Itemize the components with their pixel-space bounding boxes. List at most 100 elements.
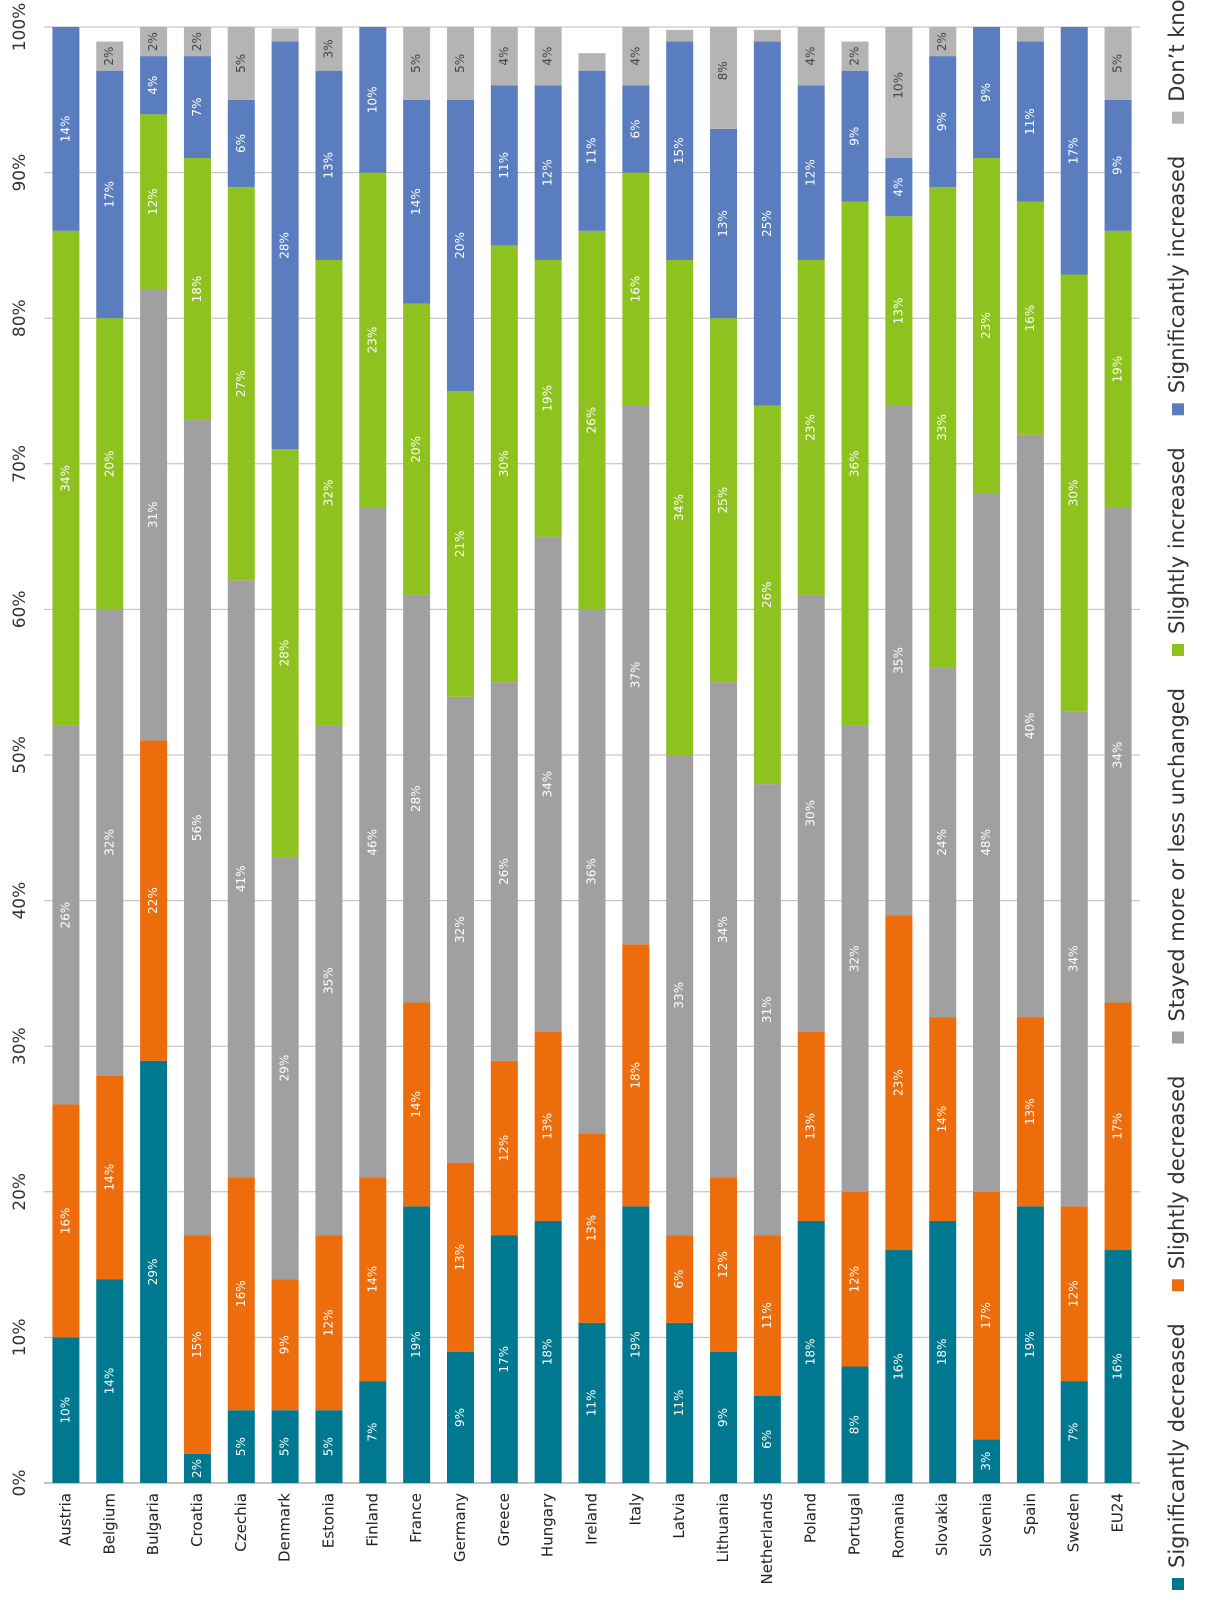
data-label: 17% xyxy=(497,1346,511,1373)
x-tick-label: Portugal xyxy=(846,1493,864,1555)
bar-segment xyxy=(1060,27,1088,275)
bar-segment xyxy=(753,29,781,42)
legend-label: Significantly decreased xyxy=(1165,1323,1189,1568)
bar-segment xyxy=(929,56,957,188)
bar-segment xyxy=(1016,1206,1044,1483)
data-label: 21% xyxy=(453,531,467,558)
bar-segment xyxy=(622,405,650,945)
y-tick-label: 100% xyxy=(10,3,30,52)
data-label: 40% xyxy=(1023,713,1037,740)
bar-segment xyxy=(710,682,738,1178)
data-label: 34% xyxy=(541,771,555,798)
bar-segment xyxy=(1016,201,1044,435)
bar-segment xyxy=(710,1177,738,1352)
data-label: 4% xyxy=(146,76,160,95)
legend-label: Slightly increased xyxy=(1165,447,1189,634)
bar-segment xyxy=(359,17,386,27)
data-label: 41% xyxy=(234,865,248,892)
data-label: 5% xyxy=(409,54,423,73)
data-label: 29% xyxy=(146,1259,160,1286)
bar-segment xyxy=(446,696,474,1163)
x-tick-label: Estonia xyxy=(319,1493,337,1548)
data-label: 2% xyxy=(190,1459,204,1478)
y-tick-label: 50% xyxy=(10,736,30,774)
x-tick-label: Latvia xyxy=(670,1493,688,1539)
bar-segment xyxy=(490,1060,518,1236)
bar-segment xyxy=(403,1206,431,1483)
data-label: 16% xyxy=(628,276,642,303)
bar-segment xyxy=(227,99,255,188)
data-label: 13% xyxy=(716,210,730,237)
bar-segment xyxy=(359,1177,387,1382)
data-label: 17% xyxy=(1067,137,1081,164)
bar-segment xyxy=(622,172,650,406)
data-label: 32% xyxy=(848,946,862,973)
x-tick-label: Bulgaria xyxy=(144,1493,162,1555)
bar-segment xyxy=(315,1235,343,1411)
bar-segment xyxy=(315,27,343,71)
x-tick-label: Czechia xyxy=(232,1493,250,1552)
bar-segment xyxy=(271,856,299,1280)
bar-segment xyxy=(973,158,1001,493)
data-label: 4% xyxy=(628,47,642,66)
bar-segment xyxy=(885,158,913,217)
data-label: 3% xyxy=(321,39,335,58)
data-label: 13% xyxy=(453,1244,467,1271)
data-label: 11% xyxy=(585,137,599,164)
bar-segment xyxy=(666,259,694,755)
data-label: 14% xyxy=(102,1164,116,1191)
data-label: 2% xyxy=(190,32,204,51)
bar-segment xyxy=(973,27,1001,159)
bar-segment xyxy=(403,99,431,304)
legend-swatch xyxy=(1172,1279,1184,1292)
bar-segment xyxy=(534,27,562,86)
data-label: 11% xyxy=(497,152,511,179)
data-label: 12% xyxy=(146,188,160,215)
data-label: 6% xyxy=(628,119,642,138)
x-tick-label: Belgium xyxy=(100,1493,118,1555)
data-label: 5% xyxy=(234,1437,248,1456)
data-label: 18% xyxy=(628,1062,642,1089)
data-label: 9% xyxy=(979,83,993,102)
data-label: 35% xyxy=(321,967,335,994)
data-label: 31% xyxy=(760,996,774,1023)
bar-segment xyxy=(534,259,562,537)
data-label: 26% xyxy=(497,858,511,885)
bar-segment xyxy=(753,405,781,785)
bar-segment xyxy=(227,1177,255,1411)
data-label: 12% xyxy=(716,1251,730,1278)
bar-segment xyxy=(929,1017,957,1221)
bar-segment xyxy=(973,1439,1001,1483)
data-label: 34% xyxy=(1067,946,1081,973)
legend-swatch xyxy=(1172,643,1184,656)
bar-segment xyxy=(973,492,1001,1192)
bar-segment xyxy=(490,245,518,683)
data-label: 2% xyxy=(935,32,949,51)
bar-segment xyxy=(183,56,211,159)
data-label: 24% xyxy=(935,829,949,856)
y-tick-label: 20% xyxy=(10,1173,30,1211)
data-label: 11% xyxy=(760,1302,774,1329)
bar-segment xyxy=(183,158,211,421)
x-tick-label: Austria xyxy=(56,1493,74,1546)
data-label: 30% xyxy=(1067,480,1081,507)
bar-segment xyxy=(710,27,738,129)
legend-swatch xyxy=(1172,403,1184,416)
data-label: 11% xyxy=(585,1390,599,1417)
data-label: 17% xyxy=(979,1302,993,1329)
y-tick-label: 10% xyxy=(10,1319,30,1357)
bar-segment xyxy=(1104,1002,1132,1251)
data-label: 17% xyxy=(102,181,116,208)
data-label: 13% xyxy=(891,298,905,325)
legend-swatch xyxy=(1172,1578,1184,1590)
data-label: 5% xyxy=(1111,54,1125,73)
bar-segment xyxy=(929,187,957,668)
legend-label: Significantly increased xyxy=(1165,156,1189,394)
bar-segment xyxy=(885,915,913,1251)
bar-segment xyxy=(1016,27,1044,42)
data-label: 11% xyxy=(1023,108,1037,135)
bar-segment xyxy=(359,27,387,173)
data-label: 30% xyxy=(497,450,511,477)
data-label: 36% xyxy=(585,858,599,885)
